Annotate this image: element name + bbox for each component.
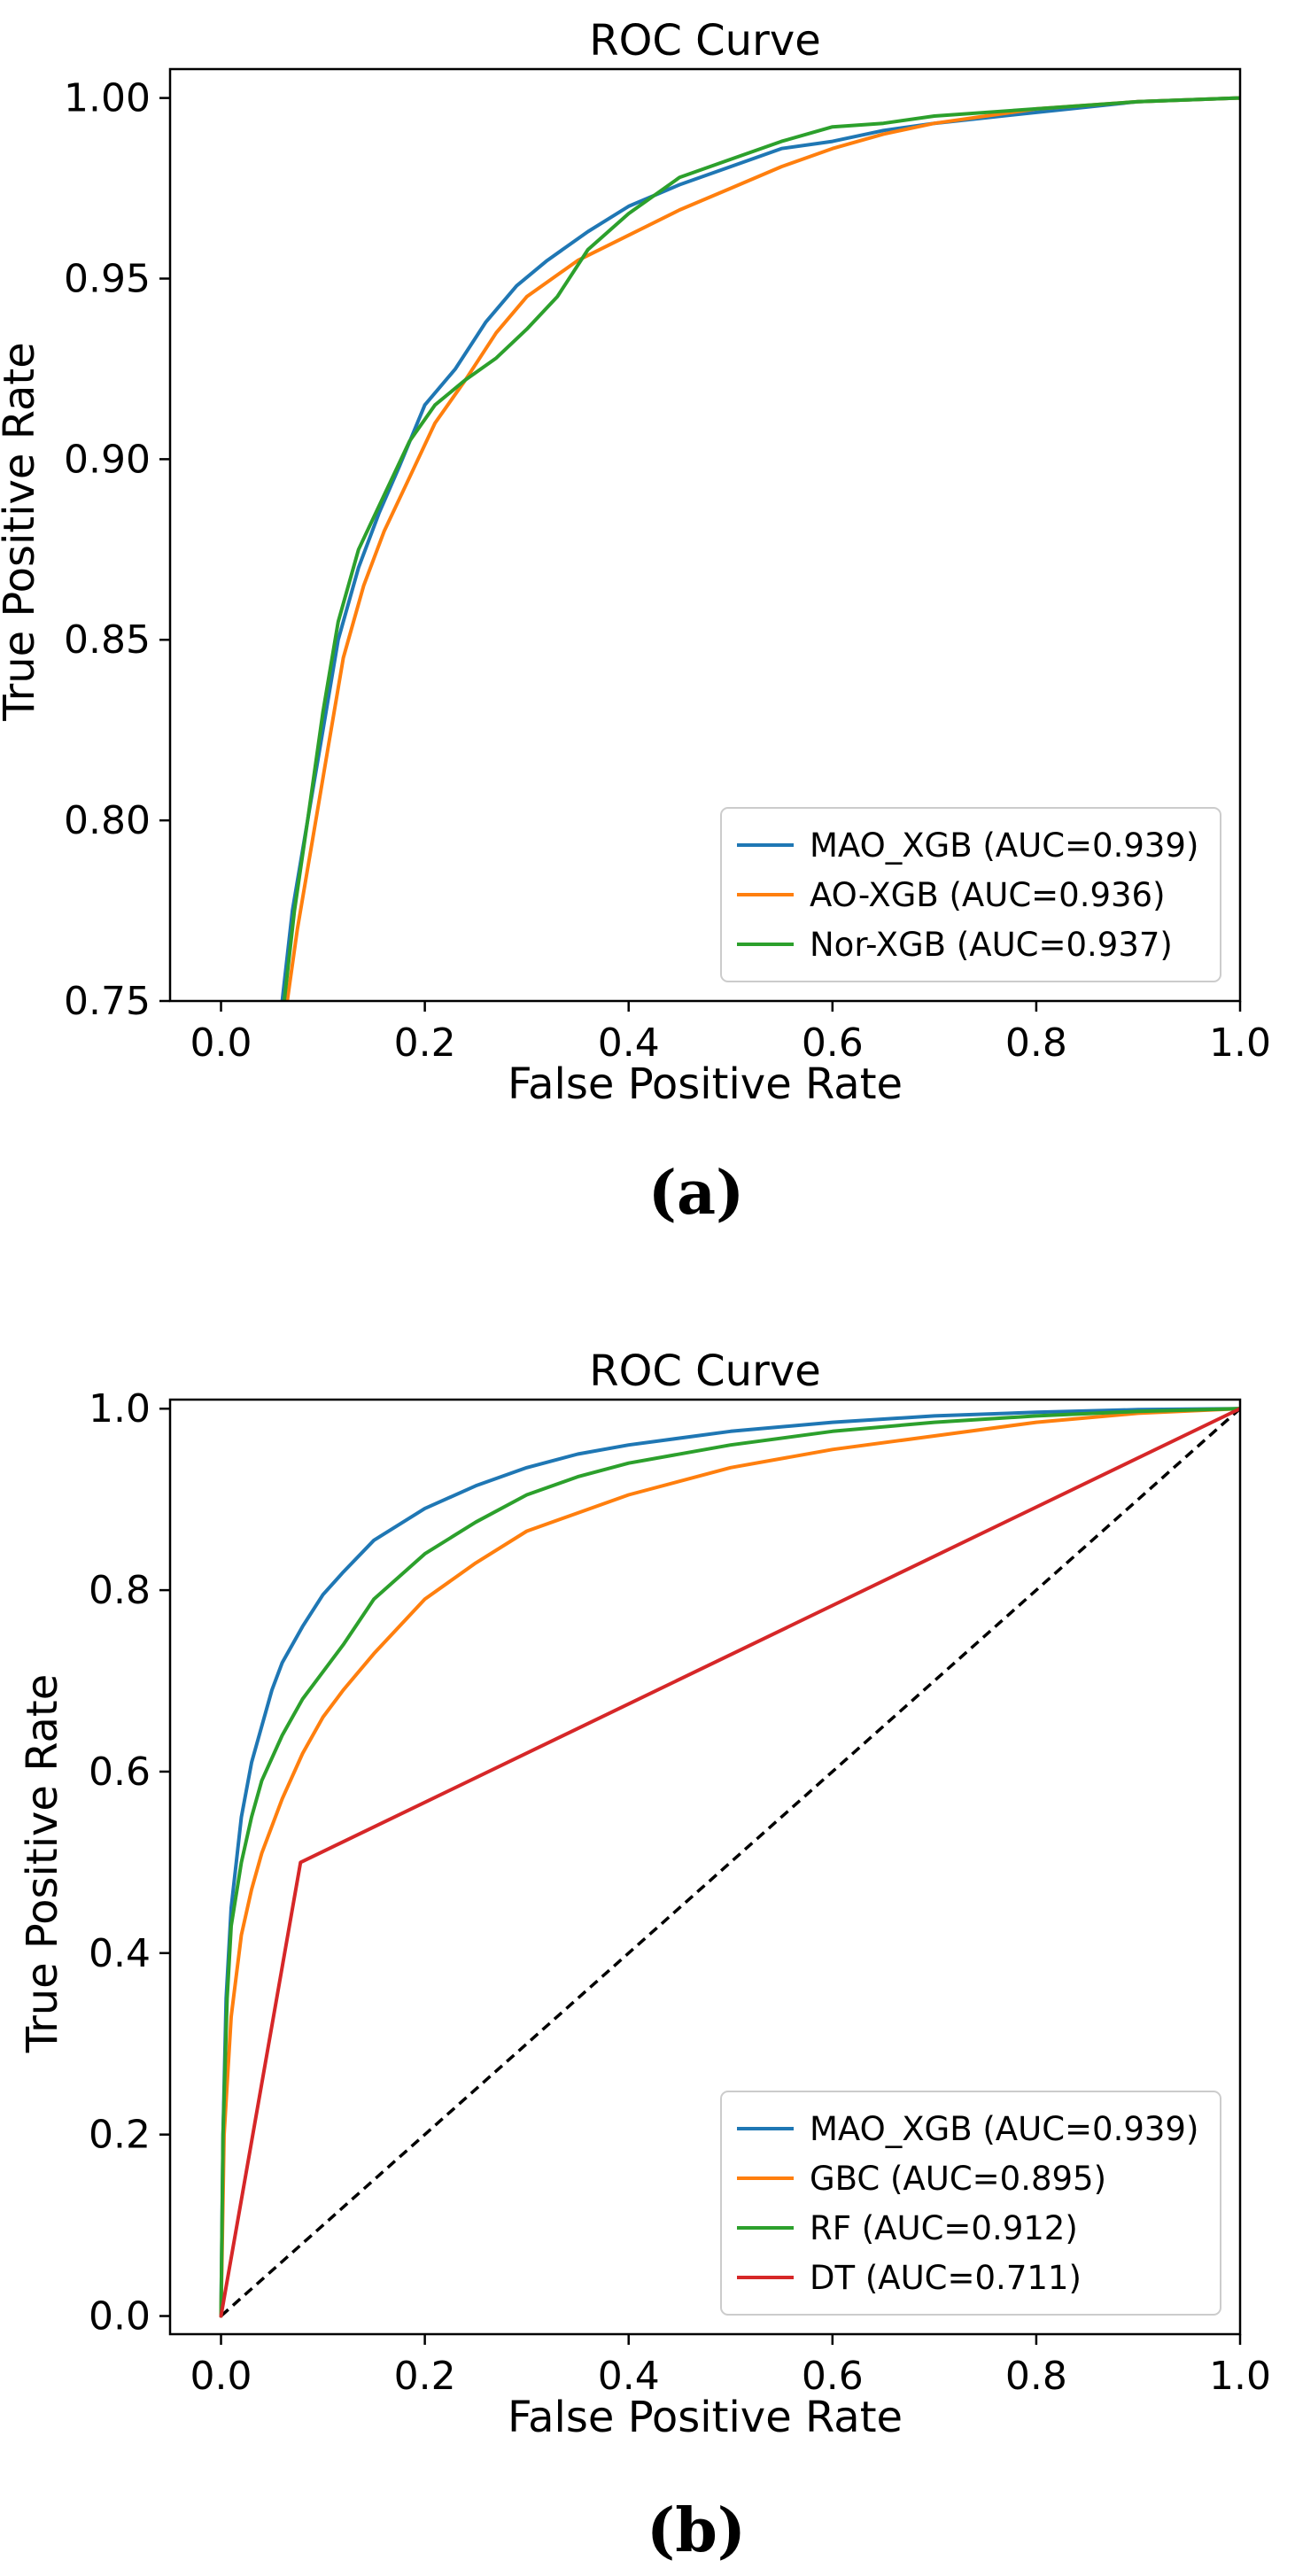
panel-a-series-line-2 — [282, 96, 1240, 1001]
panel-b-curves — [219, 1407, 1240, 2318]
panel-a-xtick-label-2: 0.4 — [598, 1020, 660, 1066]
panel-b-series-line-1 — [219, 1407, 1240, 2318]
panel-b-label: (b) — [647, 2495, 746, 2566]
panel-b-ytick-label-1: 0.2 — [89, 2113, 151, 2158]
panel-a-xtick-label-1: 0.2 — [394, 1020, 456, 1066]
panel-b-axes-frame — [168, 1398, 1242, 2336]
panel-b-title: ROC Curve — [589, 1346, 821, 1396]
panel-b-ytick-label-3: 0.6 — [89, 1750, 151, 1795]
panel-b-ytick-label-0: 0.0 — [89, 2294, 151, 2339]
panel-a-series-line-0 — [280, 96, 1240, 1001]
panel-b-xtick-label-4: 0.8 — [1005, 2354, 1067, 2399]
panel-b-ylabel: True Positive Rate — [18, 1674, 67, 2054]
panel-a-label: (a) — [648, 1158, 744, 1229]
panel-b-ytick-label-5: 1.0 — [89, 1386, 151, 1432]
panel-b-legend-label-1: GBC (AUC=0.895) — [810, 2160, 1106, 2198]
panel-a-legend: MAO_XGB (AUC=0.939) AO-XGB (AUC=0.936) Nor… — [720, 807, 1221, 982]
panel-a-ytick-label-3: 0.90 — [64, 437, 151, 482]
panel-a-ytick-label-5: 1.00 — [64, 76, 151, 121]
panel-a-ytick-label-4: 0.95 — [64, 256, 151, 301]
panel-b-chart: ROC Curve 0.0 0.2 0.4 0.6 0.8 1.0 0.0 0.2 0.4 0.6 0… — [18, 1346, 1271, 2566]
panel-b-xtick-label-0: 0.0 — [190, 2354, 252, 2399]
panel-a-series-line-1 — [285, 96, 1240, 1001]
panel-b-series-line-3 — [219, 1407, 1240, 2318]
panel-a-axes-frame — [168, 67, 1242, 1003]
panel-a-legend-label-2: Nor-XGB (AUC=0.937) — [810, 926, 1173, 964]
panel-b-legend-box — [720, 2091, 1221, 2316]
panel-b-ytick-label-2: 0.4 — [89, 1931, 151, 1976]
panel-b-xtick-label-1: 0.2 — [394, 2354, 456, 2399]
panel-b-ytick-label-4: 0.8 — [89, 1568, 151, 1613]
panel-a-ytick-label-0: 0.75 — [64, 979, 151, 1024]
panel-b-series-line-2 — [219, 1407, 1240, 2318]
panel-a-ytick-label-2: 0.85 — [64, 617, 151, 663]
panel-b-series-line-0 — [219, 1407, 1240, 2318]
panel-a-xtick-label-0: 0.0 — [190, 1020, 252, 1066]
panel-a-xlabel: False Positive Rate — [508, 1059, 903, 1109]
panel-a-ylabel: True Positive Rate — [0, 342, 44, 722]
panel-a-title: ROC Curve — [589, 16, 821, 66]
panel-b-xlabel: False Positive Rate — [508, 2393, 903, 2442]
panel-a-xtick-label-3: 0.6 — [802, 1020, 864, 1066]
panel-a-chart: ROC Curve 0.0 0.2 0.4 0.6 0.8 1.0 0.75 0.80 0.85 0… — [0, 16, 1271, 1229]
panel-b-legend-label-0: MAO_XGB (AUC=0.939) — [810, 2110, 1198, 2148]
panel-b-xtick-label-5: 1.0 — [1209, 2354, 1271, 2399]
panel-a-ytick-label-1: 0.80 — [64, 798, 151, 843]
panel-a-legend-label-0: MAO_XGB (AUC=0.939) — [810, 826, 1198, 865]
panel-a-xtick-label-4: 0.8 — [1005, 1020, 1067, 1066]
panel-a-curves — [280, 96, 1240, 1001]
panel-b-xtick-label-3: 0.6 — [802, 2354, 864, 2399]
panel-a-legend-label-1: AO-XGB (AUC=0.936) — [810, 876, 1166, 914]
panel-b-xtick-label-2: 0.4 — [598, 2354, 660, 2399]
panel-b-diagonal-line — [220, 1407, 1240, 2317]
panel-b-legend-label-2: RF (AUC=0.912) — [810, 2209, 1078, 2247]
panel-b-legend: MAO_XGB (AUC=0.939) GBC (AUC=0.895) RF (AU… — [720, 2091, 1221, 2316]
panel-a-xtick-label-5: 1.0 — [1209, 1020, 1271, 1066]
panel-a-legend-box — [720, 807, 1221, 982]
panel-b-legend-label-3: DT (AUC=0.711) — [810, 2259, 1082, 2297]
